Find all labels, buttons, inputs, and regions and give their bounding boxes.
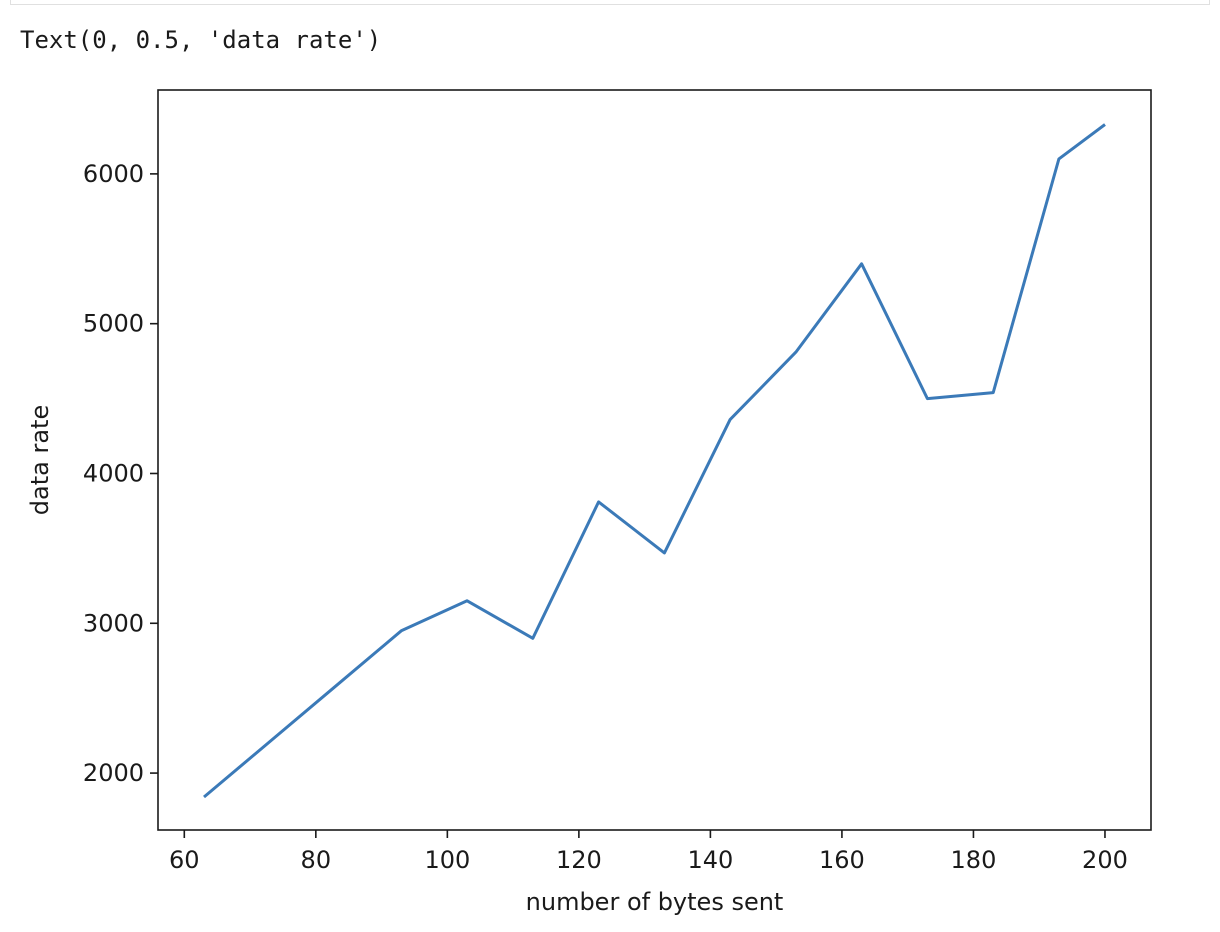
cell-output-text: Text(0, 0.5, 'data rate') bbox=[20, 26, 382, 54]
series-line-0 bbox=[203, 123, 1106, 799]
x-axis-label: number of bytes sent bbox=[526, 888, 784, 916]
plot-lines bbox=[203, 123, 1106, 799]
cell-top-border bbox=[10, 0, 1210, 5]
x-tick-label: 100 bbox=[424, 846, 470, 874]
y-axis-ticks: 2000 3000 4000 5000 6000 bbox=[83, 160, 158, 787]
y-tick-label: 6000 bbox=[83, 160, 144, 188]
axes-frame bbox=[157, 89, 1152, 831]
x-tick-label: 120 bbox=[556, 846, 602, 874]
x-tick-label: 180 bbox=[951, 846, 997, 874]
y-tick-label: 2000 bbox=[83, 759, 144, 787]
y-axis-label: data rate bbox=[26, 405, 54, 515]
x-axis-ticks: 60 80 100 120 140 160 180 200 bbox=[169, 830, 1128, 874]
x-tick-label: 160 bbox=[819, 846, 865, 874]
x-tick-label: 80 bbox=[301, 846, 332, 874]
x-tick-label: 60 bbox=[169, 846, 200, 874]
y-tick-label: 4000 bbox=[83, 459, 144, 487]
y-tick-label: 3000 bbox=[83, 609, 144, 637]
x-tick-label: 140 bbox=[687, 846, 733, 874]
y-tick-label: 5000 bbox=[83, 310, 144, 338]
x-tick-label: 200 bbox=[1082, 846, 1128, 874]
